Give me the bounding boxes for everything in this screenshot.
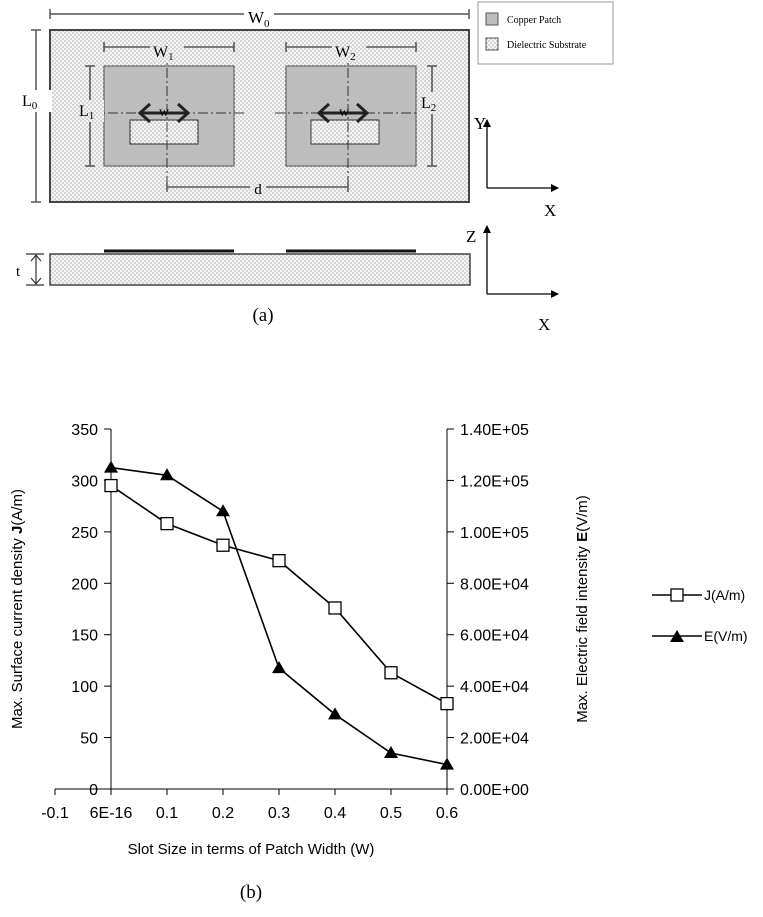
t-dimension	[26, 253, 44, 286]
axis-label-Z: Z	[466, 227, 476, 246]
left-tick-label: 50	[80, 731, 98, 748]
e-data-point	[216, 504, 230, 517]
axes-xz	[483, 225, 559, 298]
right-axis-ticks: 0.00E+00 2.00E+04 4.00E+04 6.00E+04 8.00E+04…	[447, 422, 529, 799]
w-arrows	[137, 102, 370, 124]
figure-a-legend	[477, 1, 614, 65]
left-tick-label: 250	[71, 525, 98, 542]
dim-W2: W2	[335, 44, 356, 63]
e-data-point	[440, 757, 454, 770]
slot-1	[129, 119, 199, 145]
j-data-point	[216, 538, 230, 552]
left-tick-label: 300	[71, 473, 98, 490]
right-tick-label: 6.00E+04	[460, 628, 529, 645]
right-tick-label: 8.00E+04	[460, 576, 529, 593]
left-axis-ticks: 0 50 100 150 200 250 300 350	[71, 422, 111, 799]
x-tick-label: 6E-16	[90, 805, 133, 822]
slot-2	[310, 119, 380, 145]
series-layer	[104, 460, 454, 770]
right-tick-label: 1.40E+05	[460, 422, 529, 439]
left-tick-label: 0	[89, 782, 98, 799]
right-tick-label: 4.00E+04	[460, 679, 529, 696]
dim-W1: W1	[153, 44, 174, 63]
left-tick-label: 350	[71, 422, 98, 439]
right-tick-label: 0.00E+00	[460, 782, 529, 799]
j-data-point	[384, 666, 398, 680]
j-data-point	[160, 516, 174, 531]
dim-w2: w	[339, 105, 350, 120]
axis-label-X-bottom: X	[538, 315, 550, 334]
legend-j-marker	[670, 588, 684, 602]
figure-a: w w W0 W1 W2 L0	[16, 1, 614, 334]
left-tick-label: 150	[71, 628, 98, 645]
x-tick-label: 0.6	[436, 805, 458, 822]
copper-patch-2	[285, 65, 417, 167]
x-axis-ticks: -0.1 6E-16 0.1 0.2 0.3 0.4 0.5 0.6	[41, 789, 458, 822]
j-data-point	[104, 478, 118, 493]
dim-d: d	[254, 182, 262, 198]
legend-e-marker	[670, 630, 684, 642]
legend-j-label: J(A/m)	[704, 587, 745, 603]
e-data-point	[160, 468, 174, 481]
axis-label-Y: Y	[474, 114, 486, 133]
dim-W0: W0	[248, 8, 270, 30]
figure-b-legend: J(A/m) E(V/m)	[652, 587, 748, 644]
series-line-e	[110, 466, 448, 766]
legend-e-label: E(V/m)	[704, 628, 748, 644]
e-data-point	[328, 707, 342, 720]
dim-L2: L2	[421, 95, 436, 114]
legend-copper-swatch	[485, 12, 499, 26]
x-tick-label: 0.1	[156, 805, 178, 822]
caption-b: (b)	[240, 882, 262, 903]
j-data-point	[272, 554, 286, 568]
left-tick-label: 200	[71, 576, 98, 593]
substrate-side-view	[49, 253, 471, 286]
e-data-point	[384, 746, 398, 758]
caption-a: (a)	[252, 305, 273, 326]
legend-substrate-label: Dielectric Substrate	[507, 40, 587, 51]
l0-dimension	[31, 29, 41, 203]
figure-b: 0 50 100 150 200 250 300 350 0.00E+00 2.00E+04 4.…	[9, 422, 748, 903]
x-tick-label: 0.4	[324, 805, 346, 822]
axes-xy	[483, 119, 559, 192]
left-tick-label: 100	[71, 679, 98, 696]
j-data-point	[328, 601, 342, 615]
legend-substrate-swatch	[485, 37, 499, 51]
right-tick-label: 1.00E+05	[460, 525, 529, 542]
j-data-point	[440, 696, 454, 711]
legend-copper-label: Copper Patch	[507, 15, 561, 26]
x-tick-label: 0.3	[268, 805, 290, 822]
copper-patch-1	[103, 65, 235, 167]
right-tick-label: 2.00E+04	[460, 731, 529, 748]
e-data-point	[272, 661, 286, 674]
y-axis-right-title: Max. Electric field intensity E(V/m)	[574, 495, 591, 723]
e-data-point	[104, 460, 118, 473]
right-tick-label: 1.20E+05	[460, 473, 529, 490]
x-tick-label: 0.2	[212, 805, 234, 822]
y-axis-left-title: Max. Surface current density J(A/m)	[9, 489, 26, 729]
x-tick-label: -0.1	[41, 805, 69, 822]
axis-label-X-top: X	[544, 201, 556, 220]
x-tick-label: 0.5	[380, 805, 402, 822]
dim-L0: L0	[22, 93, 38, 112]
dim-L1: L1	[79, 103, 94, 122]
dim-t: t	[16, 264, 21, 280]
dim-w1: w	[159, 105, 170, 120]
x-axis-title: Slot Size in terms of Patch Width (W)	[128, 841, 375, 858]
